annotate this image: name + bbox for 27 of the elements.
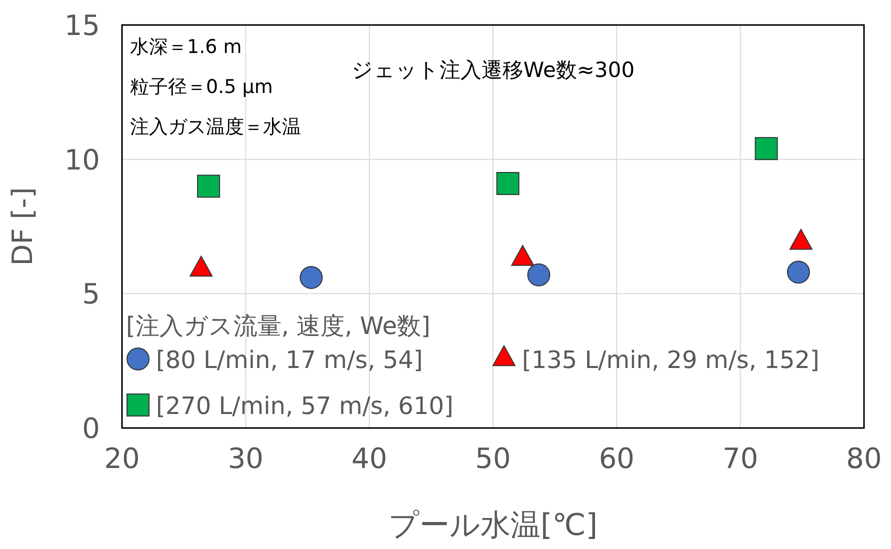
point bbox=[754, 137, 778, 160]
y-axis-title: DF [-] bbox=[6, 187, 39, 266]
point bbox=[786, 260, 810, 284]
legend-label: [135 L/min, 29 m/s, 152] bbox=[522, 346, 820, 374]
legend-label: [80 L/min, 17 m/s, 54] bbox=[156, 346, 423, 374]
annotation: 粒子径＝0.5 μm bbox=[130, 76, 273, 98]
annotation: ジェット注入遷移We数≈300 bbox=[351, 58, 635, 82]
y-tick-label: 10 bbox=[64, 143, 100, 176]
x-tick-label: 40 bbox=[352, 442, 388, 475]
x-tick-label: 20 bbox=[104, 442, 140, 475]
legend-title: [注入ガス流量, 速度, We数] bbox=[126, 312, 430, 340]
y-tick-label: 15 bbox=[64, 9, 100, 42]
y-tick-label: 5 bbox=[82, 278, 100, 311]
legend-label: [270 L/min, 57 m/s, 610] bbox=[156, 392, 454, 420]
point bbox=[496, 172, 520, 196]
point bbox=[300, 266, 323, 290]
annotation: 水深＝1.6 m bbox=[130, 36, 242, 58]
x-tick-label: 70 bbox=[722, 442, 758, 475]
x-tick-label: 30 bbox=[228, 442, 264, 475]
point bbox=[527, 263, 550, 286]
y-tick-label: 0 bbox=[82, 412, 100, 445]
point bbox=[197, 174, 220, 198]
x-tick-label: 80 bbox=[846, 442, 882, 475]
x-tick-label: 60 bbox=[598, 442, 634, 475]
annotation: 注入ガス温度＝水温 bbox=[130, 116, 301, 138]
x-tick-label: 50 bbox=[475, 442, 511, 475]
x-axis-title: プール水温[℃] bbox=[388, 508, 598, 543]
